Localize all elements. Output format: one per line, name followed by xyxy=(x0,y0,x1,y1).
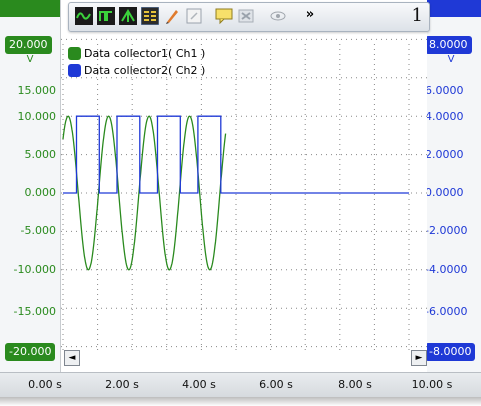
ch2-square-trace xyxy=(63,115,409,194)
disconnect-icon[interactable] xyxy=(237,7,255,25)
left-axis-max-badge[interactable]: 20.000 xyxy=(5,36,52,54)
right-axis-max-badge[interactable]: 8.0000 xyxy=(425,36,472,54)
more-chevron-icon[interactable]: » xyxy=(305,6,315,22)
legend-label: Data collector2( Ch2 ) xyxy=(84,64,206,77)
time-axis-tick-label: 6.00 s xyxy=(259,378,293,391)
window-shadow xyxy=(0,397,481,406)
left-axis-tick-label: -10.000 xyxy=(13,263,56,276)
left-axis-tick-label: 0.000 xyxy=(24,186,57,199)
left-axis-unit: V xyxy=(26,54,34,65)
right-axis-min-badge[interactable]: -8.0000 xyxy=(425,343,476,361)
left-axis-panel: 20.000 V 15.000 10.000 5.000 0.000 -5.000 -10… xyxy=(0,0,61,372)
trigger-rising-icon[interactable] xyxy=(97,7,115,25)
time-axis-tick-label: 4.00 s xyxy=(182,378,216,391)
right-axis-tick-label: 6.0000 xyxy=(425,84,464,97)
left-axis-min-badge[interactable]: -20.000 xyxy=(5,343,56,361)
trigger-falling-icon[interactable] xyxy=(119,7,137,25)
right-axis-panel: 8.0000 V 6.0000 4.0000 2.0000 0.0000 -2.0000… xyxy=(420,0,481,372)
left-axis-tick-label: -5.000 xyxy=(20,224,56,237)
right-axis-tick-label: -4.0000 xyxy=(425,263,468,276)
plot-area[interactable] xyxy=(61,0,427,372)
view-icon[interactable] xyxy=(269,7,287,25)
scroll-right-button[interactable]: ► xyxy=(411,350,427,366)
left-axis-color-bar xyxy=(0,0,60,17)
page-number: 1 xyxy=(411,5,423,26)
legend-swatch xyxy=(68,47,81,60)
channel-a-trace-icon[interactable] xyxy=(75,7,93,25)
pen-icon[interactable] xyxy=(163,7,181,25)
left-axis-tick-label: 5.000 xyxy=(24,148,57,161)
legend-item[interactable]: Data collector1( Ch1 ) xyxy=(68,45,205,62)
right-axis-tick-label: 4.0000 xyxy=(425,110,464,123)
scope-chart xyxy=(61,38,427,351)
legend-item[interactable]: Data collector2( Ch2 ) xyxy=(68,62,205,79)
right-axis-unit: V xyxy=(447,54,455,65)
right-axis-tick-label: 2.0000 xyxy=(425,148,464,161)
right-axis-tick-label: -2.0000 xyxy=(425,224,468,237)
right-axis-tick-label: -6.0000 xyxy=(425,305,468,318)
zoom-fit-icon[interactable] xyxy=(185,7,203,25)
time-axis-tick-label: 10.00 s xyxy=(411,378,453,391)
time-axis: 0.00 s 2.00 s 4.00 s 6.00 s 8.00 s 10.00 s xyxy=(0,372,481,397)
scope-toolbar: » 1 xyxy=(68,2,430,32)
right-axis-tick-label: 0.0000 xyxy=(425,186,464,199)
scroll-left-button[interactable]: ◄ xyxy=(64,350,80,366)
legend-swatch xyxy=(68,64,81,77)
legend: Data collector1( Ch1 ) Data collector2( C… xyxy=(68,45,205,79)
comment-icon[interactable] xyxy=(215,7,233,25)
time-axis-tick-label: 2.00 s xyxy=(105,378,139,391)
time-axis-tick-label: 0.00 s xyxy=(28,378,62,391)
right-axis-color-bar xyxy=(421,0,481,17)
measurements-icon[interactable] xyxy=(141,7,159,25)
time-axis-tick-label: 8.00 s xyxy=(338,378,372,391)
left-axis-tick-label: -15.000 xyxy=(13,305,56,318)
left-axis-tick-label: 10.000 xyxy=(17,110,57,123)
left-axis-tick-label: 15.000 xyxy=(17,84,57,97)
legend-label: Data collector1( Ch1 ) xyxy=(84,47,206,60)
